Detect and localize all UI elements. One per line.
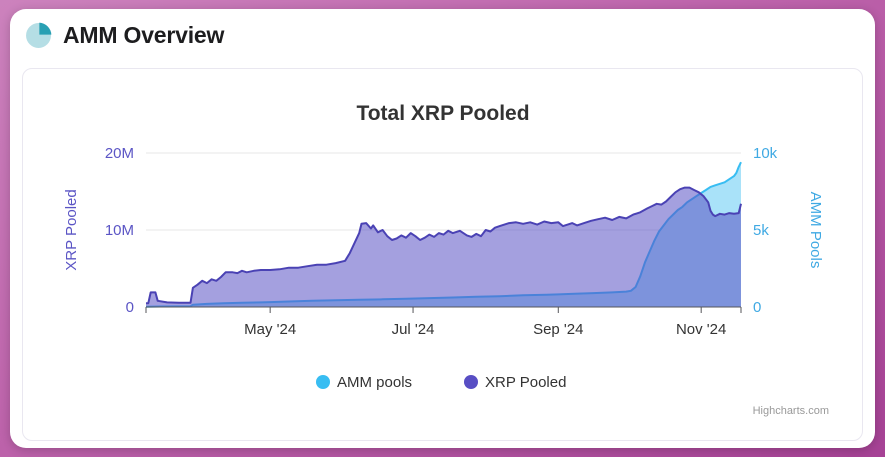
legend-label-xrp-pooled: XRP Pooled [485, 374, 566, 391]
x-tick-label: Sep '24 [533, 321, 583, 338]
card-header: AMM Overview [10, 9, 875, 49]
x-tick-label: Jul '24 [392, 321, 435, 338]
left-axis-title: XRP Pooled [63, 189, 80, 270]
left-axis-tick-label: 10M [105, 222, 134, 239]
xrp-pooled-area [146, 187, 741, 307]
x-tick-label: Nov '24 [676, 321, 726, 338]
legend-item-amm-pools[interactable]: AMM pools [316, 374, 412, 391]
amm-chart: May '24 Jul '24 Sep '24 Nov '24 0 10M 20M 0 5k 10… [63, 102, 829, 417]
chart-panel: May '24 Jul '24 Sep '24 Nov '24 0 10M 20M 0 5k 10… [22, 68, 863, 441]
page-title: AMM Overview [63, 22, 225, 48]
amm-overview-card: AMM Overview May '24 Jul '24 Sep '24 Nov '2… [10, 9, 875, 448]
highcharts-credit-link[interactable]: Highcharts.com [753, 405, 829, 417]
right-axis-title: AMM Pools [807, 192, 824, 269]
left-axis-tick-label: 20M [105, 145, 134, 162]
legend-marker-amm-pools [316, 375, 330, 389]
pie-chart-icon [26, 22, 52, 48]
legend-marker-xrp-pooled [464, 375, 478, 389]
x-tick-label: May '24 [244, 321, 296, 338]
right-axis-tick-label: 0 [753, 299, 761, 316]
right-axis-tick-label: 5k [753, 222, 769, 239]
right-axis-tick-label: 10k [753, 145, 778, 162]
xrp-pooled-line [146, 186, 742, 305]
left-axis-tick-label: 0 [126, 299, 134, 316]
legend-item-xrp-pooled[interactable]: XRP Pooled [464, 374, 566, 391]
legend-label-amm-pools: AMM pools [337, 374, 412, 391]
chart-title: Total XRP Pooled [356, 102, 529, 125]
